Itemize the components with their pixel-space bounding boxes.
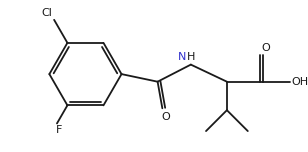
Text: OH: OH bbox=[291, 77, 308, 87]
Text: H: H bbox=[187, 52, 195, 62]
Text: O: O bbox=[162, 112, 171, 122]
Text: N: N bbox=[178, 52, 186, 62]
Text: Cl: Cl bbox=[41, 8, 52, 18]
Text: O: O bbox=[261, 43, 270, 53]
Text: F: F bbox=[56, 125, 62, 135]
